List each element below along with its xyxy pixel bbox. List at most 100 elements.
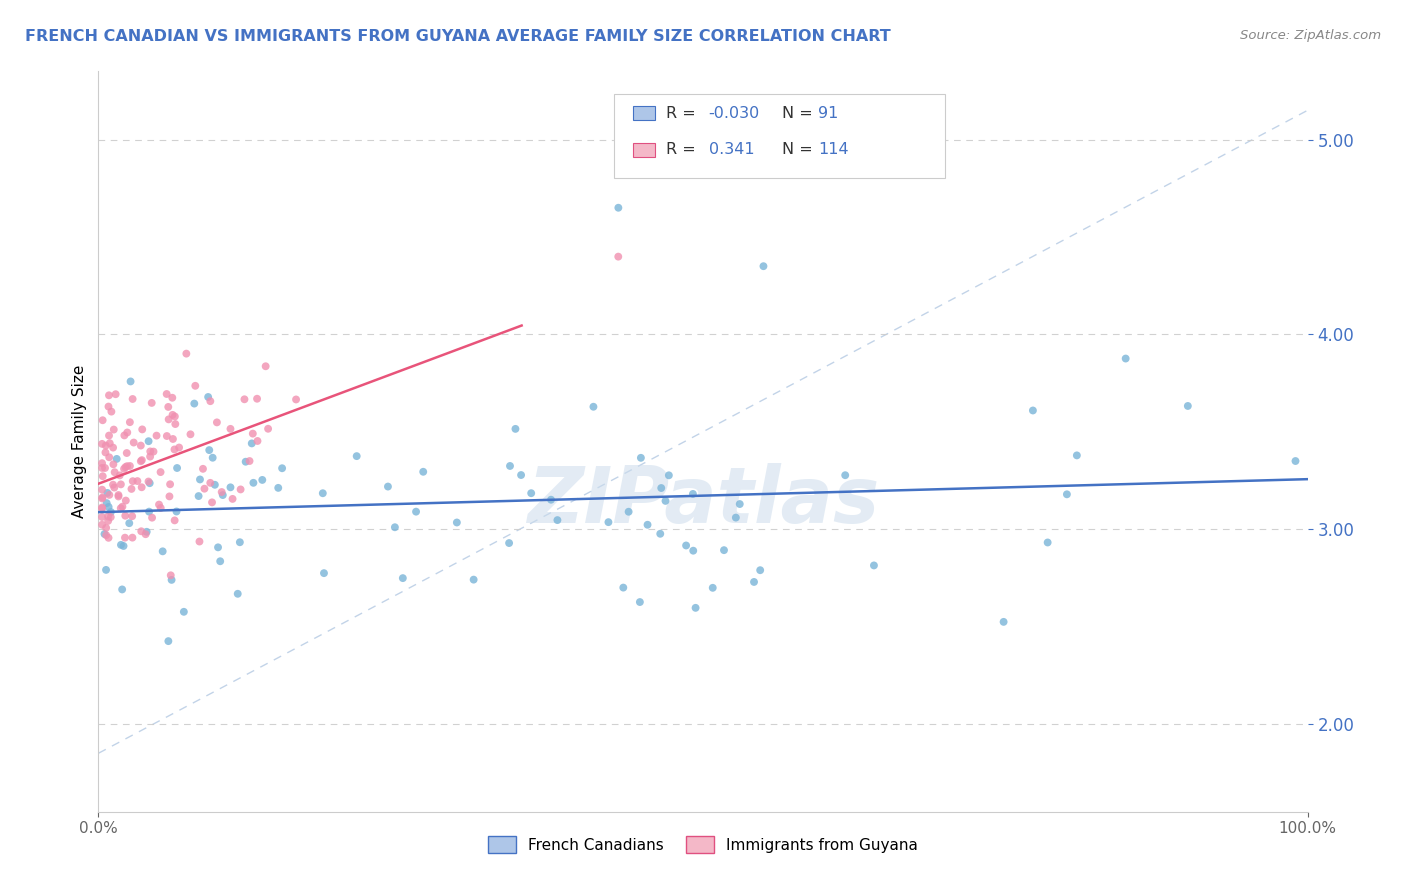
Point bbox=[742, 574, 765, 589]
Point bbox=[173, 605, 195, 619]
Point bbox=[118, 415, 141, 429]
Point bbox=[728, 497, 751, 511]
Point bbox=[98, 488, 121, 502]
Point bbox=[612, 581, 634, 595]
Point bbox=[159, 489, 181, 503]
Point bbox=[112, 428, 135, 442]
Point bbox=[179, 427, 201, 442]
Point bbox=[254, 359, 277, 374]
Point bbox=[229, 483, 252, 497]
Point bbox=[94, 445, 117, 459]
Point bbox=[100, 404, 122, 418]
Point bbox=[598, 515, 620, 529]
Point bbox=[193, 482, 215, 496]
Point bbox=[607, 250, 630, 264]
Point bbox=[392, 571, 415, 585]
Point bbox=[103, 481, 125, 495]
Point bbox=[312, 566, 335, 581]
Point bbox=[114, 531, 136, 545]
Point bbox=[233, 392, 256, 407]
Point bbox=[115, 459, 138, 474]
Point bbox=[446, 516, 468, 530]
Point bbox=[138, 434, 160, 449]
Point bbox=[540, 492, 562, 507]
Point bbox=[863, 558, 886, 573]
Point bbox=[165, 417, 187, 431]
Point bbox=[1036, 535, 1059, 549]
Point bbox=[377, 479, 399, 493]
Point bbox=[160, 573, 183, 587]
Point bbox=[103, 423, 125, 437]
Point bbox=[650, 481, 672, 495]
Point bbox=[1066, 449, 1088, 463]
Point bbox=[91, 491, 114, 506]
Point bbox=[121, 474, 143, 488]
Point bbox=[163, 513, 186, 527]
Point bbox=[159, 477, 181, 491]
Point bbox=[98, 428, 121, 442]
Point bbox=[607, 201, 630, 215]
Point bbox=[183, 396, 205, 410]
Point bbox=[94, 461, 117, 475]
Point bbox=[546, 513, 568, 527]
Point bbox=[121, 531, 143, 545]
Point bbox=[749, 563, 772, 577]
Point bbox=[200, 394, 222, 409]
Point bbox=[463, 573, 485, 587]
Point bbox=[188, 534, 211, 549]
Text: N =: N = bbox=[782, 143, 818, 157]
Point bbox=[93, 527, 115, 541]
Point bbox=[163, 442, 186, 457]
Point bbox=[1177, 399, 1199, 413]
Point bbox=[96, 486, 118, 500]
Point bbox=[131, 453, 153, 467]
Point bbox=[637, 517, 659, 532]
Text: FRENCH CANADIAN VS IMMIGRANTS FROM GUYANA AVERAGE FAMILY SIZE CORRELATION CHART: FRENCH CANADIAN VS IMMIGRANTS FROM GUYAN… bbox=[25, 29, 891, 44]
Point bbox=[139, 450, 162, 464]
Point bbox=[108, 468, 131, 483]
Point bbox=[163, 409, 186, 424]
Point bbox=[246, 434, 269, 448]
Point bbox=[702, 581, 724, 595]
Point bbox=[91, 491, 114, 505]
Point bbox=[713, 543, 735, 558]
Point bbox=[127, 474, 149, 488]
Point bbox=[91, 501, 114, 516]
Point bbox=[91, 483, 114, 497]
Point bbox=[257, 422, 280, 436]
Point bbox=[138, 475, 160, 489]
Point bbox=[104, 465, 127, 479]
Point bbox=[221, 491, 243, 506]
Point bbox=[96, 496, 118, 510]
Point bbox=[100, 505, 122, 519]
Point bbox=[112, 539, 135, 553]
Point bbox=[107, 488, 129, 502]
Point bbox=[145, 428, 167, 442]
Point bbox=[159, 568, 181, 582]
Point bbox=[141, 396, 163, 410]
Point bbox=[138, 476, 160, 491]
Point bbox=[211, 485, 233, 500]
Point bbox=[112, 462, 135, 476]
Point bbox=[103, 457, 125, 471]
Point bbox=[658, 468, 681, 483]
Point bbox=[219, 422, 242, 436]
Point bbox=[110, 538, 132, 552]
Point bbox=[120, 375, 142, 389]
Text: R =: R = bbox=[666, 106, 702, 120]
Point bbox=[94, 521, 117, 535]
Point bbox=[582, 400, 605, 414]
Point bbox=[205, 416, 228, 430]
Point bbox=[628, 595, 651, 609]
Point bbox=[118, 458, 141, 473]
Point bbox=[121, 392, 143, 406]
Text: 114: 114 bbox=[818, 143, 849, 157]
Point bbox=[520, 486, 543, 500]
Point bbox=[682, 487, 704, 501]
Point bbox=[246, 392, 269, 406]
Point bbox=[115, 446, 138, 460]
Point bbox=[209, 554, 232, 568]
Point bbox=[630, 450, 652, 465]
Point bbox=[685, 600, 707, 615]
Point bbox=[131, 480, 153, 494]
